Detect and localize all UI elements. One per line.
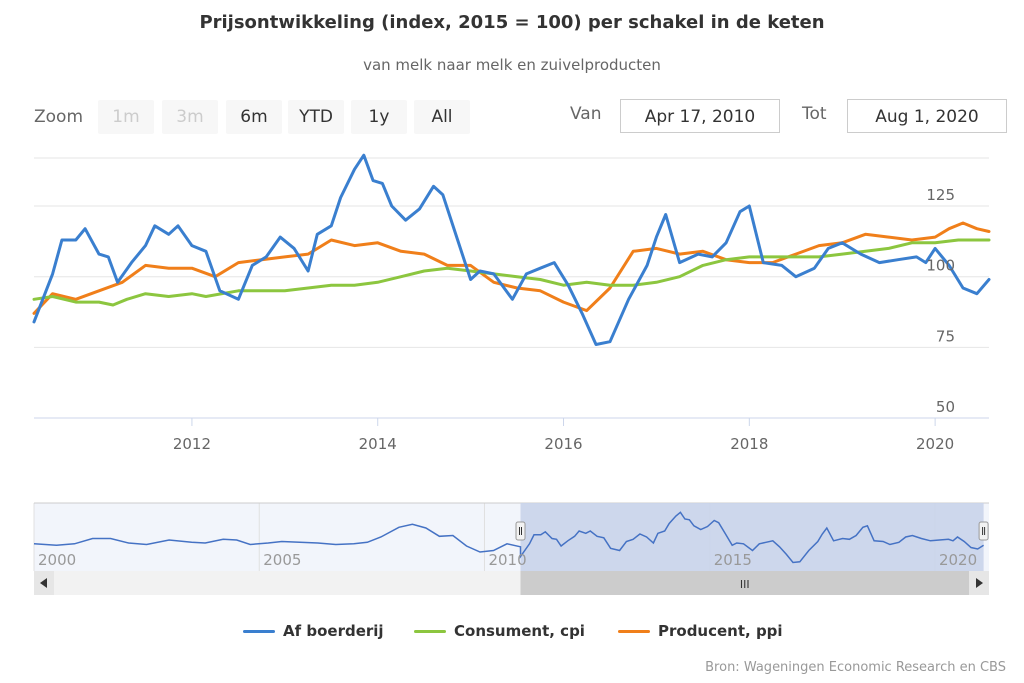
- zoom-all-button[interactable]: All: [414, 100, 470, 134]
- navigator[interactable]: 2000 2005 2010 2015 2020 III: [0, 495, 1024, 600]
- grid-lines: [34, 157, 989, 419]
- zoom-label: Zoom: [34, 107, 84, 127]
- legend-swatch-green: [414, 630, 446, 633]
- zoom-3m-button[interactable]: 3m: [162, 100, 218, 134]
- zoom-1y-button[interactable]: 1y: [351, 100, 407, 134]
- scrollbar-grip: III: [740, 578, 750, 591]
- chart-title: Prijsontwikkeling (index, 2015 = 100) pe…: [199, 12, 825, 33]
- scroll-left-button[interactable]: [34, 571, 54, 595]
- x-tick-label: 2018: [730, 435, 768, 453]
- zoom-1m-button[interactable]: 1m: [98, 100, 154, 134]
- y-axis-labels: 50 75 100 125: [926, 186, 955, 416]
- legend-item-af-boerderij[interactable]: Af boerderij: [243, 622, 384, 644]
- main-chart[interactable]: 50 75 100 125 2012 2014 2016 2018 2020: [0, 140, 1024, 470]
- y-tick-label: 100: [926, 257, 955, 275]
- y-tick-label: 75: [936, 327, 955, 345]
- from-label: Van: [570, 104, 602, 124]
- chart-subtitle: van melk naar melk en zuivelproducten: [363, 56, 661, 74]
- legend-item-producent-ppi[interactable]: Producent, ppi: [618, 622, 783, 644]
- legend-swatch-orange: [618, 630, 650, 633]
- credits[interactable]: Bron: Wageningen Economic Research en CB…: [705, 660, 1006, 675]
- scroll-right-button[interactable]: [969, 571, 989, 595]
- navigator-x-tick-label: 2020: [939, 551, 977, 569]
- to-date-input[interactable]: Aug 1, 2020: [847, 99, 1007, 133]
- chart-legend: Af boerderij Consument, cpi Producent, p…: [0, 622, 1024, 646]
- y-tick-label: 125: [926, 186, 955, 204]
- navigator-selected-range[interactable]: [520, 503, 984, 571]
- navigator-x-tick-label: 2000: [38, 551, 76, 569]
- navigator-x-tick-label: 2005: [263, 551, 301, 569]
- zoom-6m-button[interactable]: 6m: [226, 100, 282, 134]
- series-line-consument-cpi[interactable]: [32, 238, 991, 307]
- zoom-ytd-button[interactable]: YTD: [288, 100, 344, 134]
- navigator-x-tick-label: 2015: [714, 551, 752, 569]
- legend-swatch-blue: [243, 630, 275, 633]
- navigator-left-handle[interactable]: [515, 521, 526, 541]
- x-tick-label: 2016: [544, 435, 582, 453]
- navigator-right-handle[interactable]: [978, 521, 989, 541]
- navigator-x-tick-label: 2010: [488, 551, 526, 569]
- series-line-producent-ppi[interactable]: [32, 221, 991, 315]
- series-line-af-boerderij[interactable]: [32, 153, 991, 346]
- series-lines: [32, 153, 991, 346]
- x-tick-label: 2014: [359, 435, 397, 453]
- legend-item-consument-cpi[interactable]: Consument, cpi: [414, 622, 585, 644]
- arrow-left-icon: [40, 578, 47, 588]
- legend-label: Producent, ppi: [658, 622, 783, 640]
- navigator-x-labels: 2000 2005 2010 2015 2020: [38, 551, 977, 569]
- legend-label: Consument, cpi: [454, 622, 585, 640]
- y-tick-label: 50: [936, 398, 955, 416]
- navigator-series-line: [33, 511, 984, 564]
- arrow-right-icon: [976, 578, 983, 588]
- legend-label: Af boerderij: [283, 622, 384, 640]
- from-date-input[interactable]: Apr 17, 2010: [620, 99, 780, 133]
- x-tick-label: 2012: [173, 435, 211, 453]
- scrollbar-thumb[interactable]: [520, 571, 969, 595]
- x-axis-labels: 2012 2014 2016 2018 2020: [173, 418, 954, 453]
- x-tick-label: 2020: [916, 435, 954, 453]
- to-label: Tot: [802, 104, 827, 124]
